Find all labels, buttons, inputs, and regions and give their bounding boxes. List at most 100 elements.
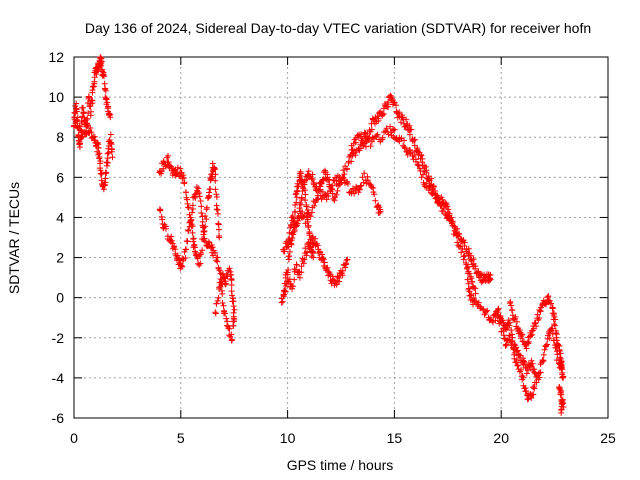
data-point xyxy=(197,251,204,258)
data-point xyxy=(87,125,94,132)
data-point xyxy=(106,111,113,118)
data-point xyxy=(342,260,349,267)
data-point xyxy=(324,264,331,271)
data-point xyxy=(323,196,330,203)
data-point xyxy=(297,170,304,177)
data-point xyxy=(444,203,451,210)
data-point xyxy=(523,345,530,352)
data-point xyxy=(282,288,289,295)
data-point xyxy=(373,133,380,140)
data-point xyxy=(402,145,409,152)
data-points xyxy=(70,54,567,416)
data-point xyxy=(312,235,319,242)
data-point xyxy=(357,183,364,190)
data-point xyxy=(408,149,415,156)
data-point xyxy=(304,249,311,256)
data-point xyxy=(465,245,472,252)
data-point xyxy=(185,204,192,211)
data-point xyxy=(325,193,332,200)
data-point xyxy=(196,261,203,268)
data-point xyxy=(74,116,81,123)
data-point xyxy=(523,370,530,377)
data-point xyxy=(413,158,420,165)
data-point xyxy=(533,323,540,330)
data-point xyxy=(302,191,309,198)
data-point xyxy=(293,261,300,268)
data-point xyxy=(229,292,236,299)
data-point xyxy=(553,331,560,338)
data-point xyxy=(212,249,219,256)
data-point xyxy=(497,312,504,319)
data-point xyxy=(551,321,558,328)
data-point xyxy=(487,276,494,283)
data-point xyxy=(216,267,223,274)
data-point xyxy=(208,176,215,183)
data-point xyxy=(196,193,203,200)
data-point xyxy=(223,280,230,287)
data-point xyxy=(518,366,525,373)
data-point xyxy=(102,87,109,94)
data-point xyxy=(369,134,376,141)
data-point xyxy=(96,150,103,157)
data-point xyxy=(417,167,424,174)
data-point xyxy=(419,171,426,178)
data-point xyxy=(198,203,205,210)
data-point xyxy=(189,229,196,236)
data-point xyxy=(523,388,530,395)
data-point xyxy=(403,116,410,123)
data-point xyxy=(503,341,510,348)
data-point xyxy=(303,201,310,208)
data-point xyxy=(224,318,231,325)
data-point xyxy=(292,191,299,198)
data-point xyxy=(537,308,544,315)
data-point xyxy=(401,144,408,151)
data-point xyxy=(84,121,91,128)
chart-title: Day 136 of 2024, Sidereal Day-to-day VTE… xyxy=(85,20,591,36)
data-point xyxy=(301,181,308,188)
data-point xyxy=(89,97,96,104)
data-point xyxy=(465,270,472,277)
data-point xyxy=(306,229,313,236)
data-point xyxy=(85,93,92,100)
data-point xyxy=(552,316,559,323)
data-point xyxy=(503,326,510,333)
data-point xyxy=(361,129,368,136)
data-point xyxy=(72,105,79,112)
data-point xyxy=(379,134,386,141)
data-point xyxy=(165,159,172,166)
data-point xyxy=(174,252,181,259)
x-tick-label: 10 xyxy=(280,430,296,446)
data-point xyxy=(371,191,378,198)
data-point xyxy=(509,307,516,314)
data-point xyxy=(185,204,192,211)
data-point xyxy=(98,58,105,65)
data-point xyxy=(107,131,114,138)
data-point xyxy=(310,254,317,261)
y-tick-label: 0 xyxy=(56,290,64,306)
data-point xyxy=(393,102,400,109)
data-point xyxy=(101,86,108,93)
data-point xyxy=(228,281,235,288)
data-point xyxy=(197,198,204,205)
data-point xyxy=(209,160,216,167)
data-point xyxy=(213,206,220,213)
data-point xyxy=(556,346,563,353)
data-point xyxy=(415,162,422,169)
data-point xyxy=(484,307,491,314)
data-point xyxy=(555,341,562,348)
data-point xyxy=(411,136,418,143)
data-point xyxy=(231,306,238,313)
data-point xyxy=(222,281,229,288)
data-point xyxy=(472,263,479,270)
data-point xyxy=(316,186,323,193)
data-point xyxy=(436,199,443,206)
data-point xyxy=(519,331,526,338)
data-point xyxy=(319,188,326,195)
data-point xyxy=(179,263,186,270)
data-point xyxy=(406,122,413,129)
data-point xyxy=(377,208,384,215)
data-point xyxy=(320,256,327,263)
data-point xyxy=(536,314,543,321)
data-point xyxy=(361,170,368,177)
data-point xyxy=(214,297,221,304)
